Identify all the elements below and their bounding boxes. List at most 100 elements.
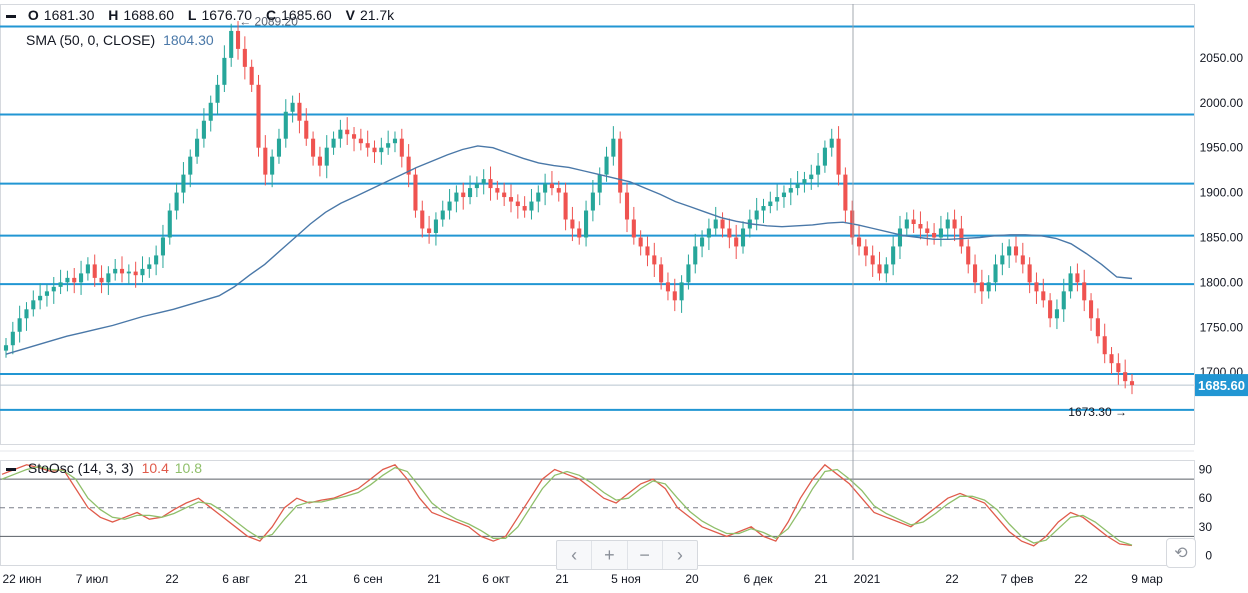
candle-body [379,147,384,153]
candle-body [235,30,241,49]
date-axis-label: 9 мар [1131,572,1163,586]
price-axis-label: 1800.00 [1200,275,1244,289]
candle-body [160,237,166,256]
date-axis-label: 21 [294,572,308,586]
candle-body [126,271,131,274]
stochastic-d-line [1,466,1133,546]
candle-body [877,264,882,274]
candle-body [829,138,834,148]
stochastic-axis-label: 90 [1199,463,1213,477]
candle-body [488,179,493,189]
collapse-icon[interactable] [6,14,16,18]
candle-body [351,134,357,139]
candle-body [447,201,452,211]
candle-body [72,277,77,283]
candle-body [65,277,70,283]
candle-body [986,282,991,292]
sma-legend[interactable]: SMA (50, 0, CLOSE) 1804.30 [26,32,214,48]
scroll-back-button[interactable]: ‹ [557,541,593,569]
date-axis-label: 6 сен [353,572,382,586]
candle-body [1041,291,1046,301]
candle-body [345,129,350,135]
candle-body [515,201,520,207]
candle-body [966,246,971,265]
candle-body [454,192,459,202]
candle-body [945,219,950,229]
collapse-icon[interactable] [6,467,16,471]
candle-body [481,179,486,184]
candle-body [413,174,418,211]
candle-body [427,228,432,233]
candle-body [918,224,923,229]
candle-body [468,188,473,198]
candle-body [536,192,541,202]
stochastic-label: StoOsc (14, 3, 3) [27,460,134,476]
date-axis-label: 5 ноя [611,572,641,586]
candle-body [10,331,15,346]
candle-body [79,273,84,283]
candle-body [624,192,630,220]
zoom-out-button[interactable]: − [628,541,663,569]
candle-body [24,309,29,319]
candle-body [952,219,957,229]
stochastic-k-value: 10.4 [141,460,169,476]
candle-body [870,255,875,265]
candle-body [31,300,36,310]
high-label: H [108,7,119,23]
candle-body [734,237,739,247]
candle-body [816,165,821,175]
price-axis-label: 1950.00 [1200,141,1244,155]
candle-body [181,174,186,193]
reset-chart-button[interactable]: ⟲ [1166,538,1196,568]
candle-body [297,102,302,121]
stochastic-axis-label: 0 [1205,548,1212,562]
date-axis-label: 20 [685,572,699,586]
high-annotation: ← 2089.20 [239,15,298,29]
candle-body [311,138,316,157]
candle-body [222,57,227,85]
price-axis-label: 2050.00 [1200,51,1244,65]
candle-body [1123,372,1128,382]
candle-body [358,138,363,144]
candle-body [631,219,636,238]
candle-body [781,192,787,198]
candle-body [3,345,9,351]
price-axis-label: 1900.00 [1200,186,1244,200]
stochastic-k-line [1,463,1133,547]
candle-body [604,156,609,175]
candle-body [597,174,602,193]
candle-body [979,282,984,292]
candle-body [938,228,943,238]
candle-body [543,183,548,193]
candle-body [38,295,43,301]
price-axis-label: 1850.00 [1200,230,1244,244]
date-axis-label: 22 [165,572,179,586]
date-axis-label: 22 [945,572,959,586]
candle-body [317,156,322,166]
candle-body [856,237,862,247]
candle-body [215,84,220,103]
date-axis-label: 6 окт [482,572,510,586]
candle-body [44,291,49,296]
candle-body [522,206,527,211]
candle-body [1020,255,1025,265]
stochastic-legend[interactable]: StoOsc (14, 3, 3) 10.4 10.8 [6,460,202,476]
candle-body [659,264,664,283]
candle-body [372,147,377,153]
candle-body [174,192,179,211]
candle-body [775,197,780,202]
candle-body [249,66,254,85]
candle-body [1061,291,1066,310]
scroll-forward-button[interactable]: › [676,544,683,565]
candle-body [768,201,773,207]
stochastic-axis-label: 60 [1199,491,1213,505]
candle-body [679,282,684,301]
candle-body [399,138,404,157]
candle-body [897,228,903,247]
candle-body [836,138,841,175]
candle-body [1089,300,1094,319]
last-price-badge [1195,374,1248,397]
zoom-in-button[interactable]: + [592,541,628,569]
